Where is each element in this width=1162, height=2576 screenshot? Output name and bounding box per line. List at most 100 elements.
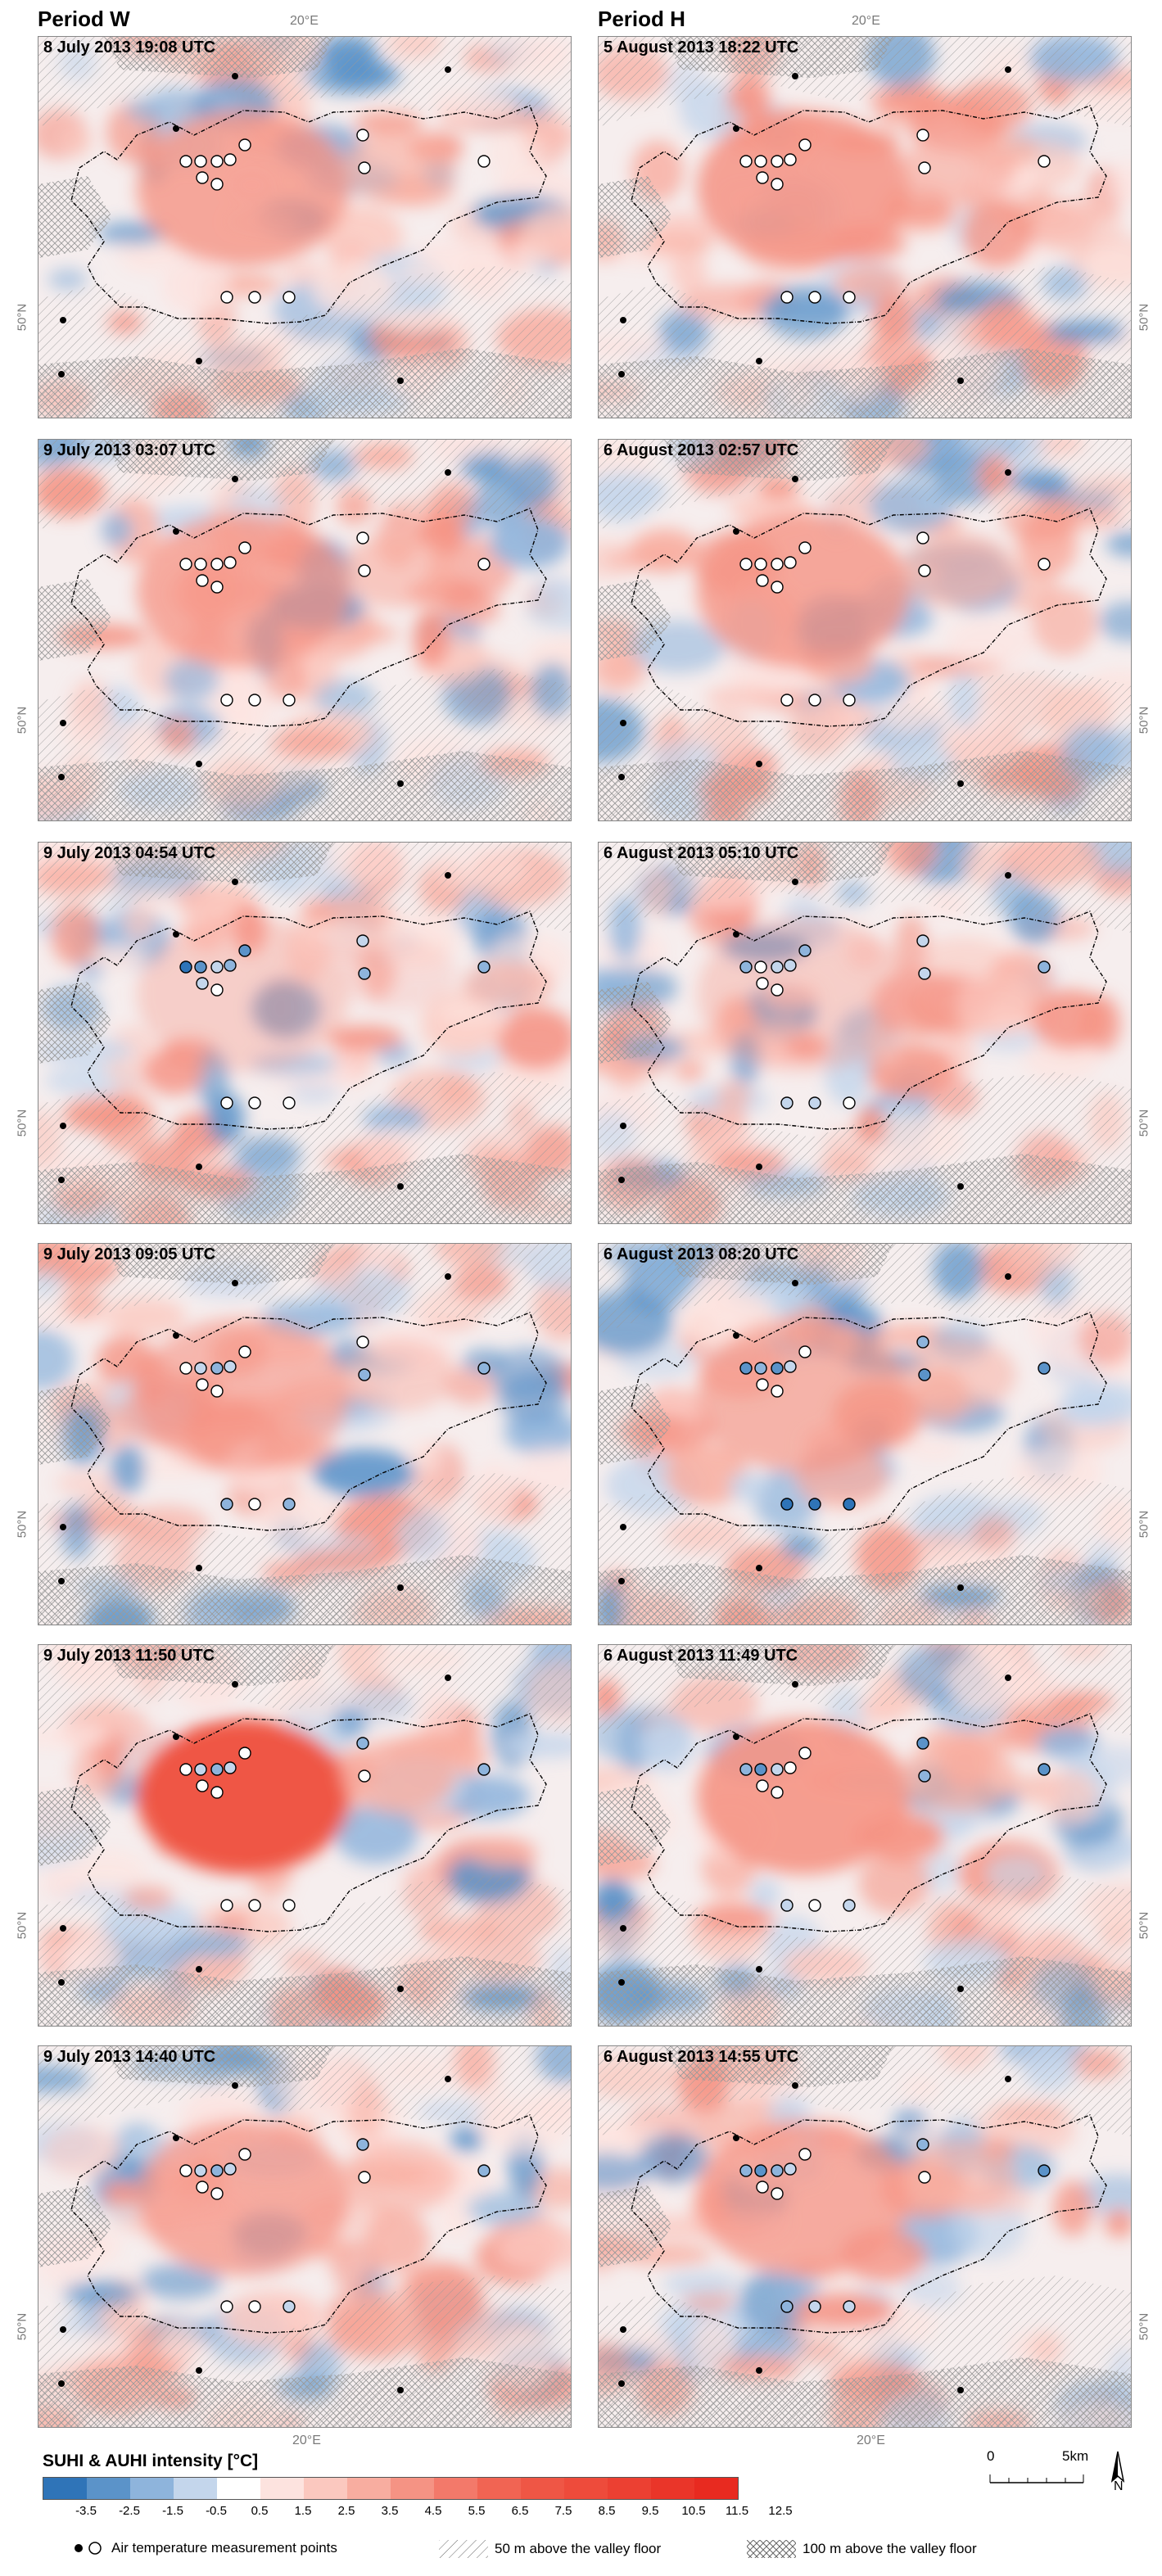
map-panel: 6 August 2013 05:10 UTC [598, 842, 1132, 1224]
latitude-label: 50°N [15, 303, 29, 332]
reference-point [58, 1578, 65, 1584]
longitude-label-bottom-right: 20°E [857, 2434, 885, 2447]
colorbar-bin [694, 2478, 738, 2499]
reference-point [60, 2326, 66, 2333]
measurement-point [1038, 155, 1051, 168]
measurement-point [1038, 558, 1051, 571]
measurement-point [196, 574, 209, 587]
colorbar-bin [564, 2478, 608, 2499]
measurement-point [283, 2300, 296, 2313]
measurement-point [238, 1345, 251, 1358]
measurement-point [220, 291, 233, 304]
latitude-label: 50°N [15, 1510, 29, 1539]
measurement-point [771, 1786, 784, 1799]
measurement-point [358, 2171, 371, 2184]
intensity-map [38, 843, 571, 1223]
reference-point [957, 1986, 964, 1992]
intensity-map [599, 843, 1131, 1223]
north-arrow: N [1107, 2448, 1128, 2497]
reference-point [733, 1733, 739, 1740]
colorbar-tick-label: 3.5 [381, 2504, 399, 2518]
measurement-point [238, 1747, 251, 1760]
reference-point [1005, 1273, 1011, 1280]
colorbar-bin [347, 2478, 391, 2499]
reference-point [792, 476, 798, 482]
reference-point [792, 2082, 798, 2089]
measurement-point [916, 1737, 929, 1750]
measurement-point [784, 556, 797, 569]
measurement-point [918, 1368, 931, 1381]
reference-point [618, 1177, 625, 1183]
reference-point [957, 2387, 964, 2393]
measurement-point [780, 1899, 794, 1912]
reference-point [173, 528, 179, 535]
measurement-point [1038, 2164, 1051, 2177]
reference-point [232, 1280, 238, 1286]
measurement-point [780, 694, 794, 707]
measurement-point [843, 2300, 856, 2313]
reference-point [756, 2367, 762, 2374]
map-panel: 6 August 2013 11:49 UTC [598, 1644, 1132, 2027]
measurement-point [808, 1899, 821, 1912]
colorbar-tick-label: 7.5 [554, 2504, 572, 2518]
reference-point [232, 1681, 238, 1688]
measurement-point [210, 178, 224, 191]
measurement-point [798, 1345, 812, 1358]
map-panel: 5 August 2013 18:22 UTC [598, 36, 1132, 418]
reference-point [196, 1565, 202, 1571]
measurement-point [210, 1385, 224, 1398]
measurement-point [238, 138, 251, 151]
measurement-point [194, 1763, 207, 1776]
measurement-point [784, 2162, 797, 2176]
colorbar-bin [434, 2478, 477, 2499]
reference-point [58, 1979, 65, 1986]
measurement-point [918, 1769, 931, 1783]
legend-points: Air temperature measurement points [72, 2540, 337, 2556]
reference-point [957, 1183, 964, 1190]
scale-bar: 0 5km [987, 2448, 1101, 2497]
colorbar-bin [43, 2478, 87, 2499]
measurement-point [220, 2300, 233, 2313]
measurement-point [843, 1498, 856, 1511]
colorbar-bin [521, 2478, 564, 2499]
reference-point [957, 377, 964, 384]
reference-point [756, 761, 762, 767]
reference-point [445, 1674, 451, 1681]
reference-point [1005, 2076, 1011, 2082]
measurement-point [358, 1769, 371, 1783]
measurement-point [477, 960, 491, 974]
measurement-point [808, 1498, 821, 1511]
measurement-point [358, 564, 371, 577]
reference-point [232, 476, 238, 482]
reference-point [733, 125, 739, 132]
reference-point [58, 2380, 65, 2387]
measurement-point [224, 153, 237, 166]
measurement-point [358, 1368, 371, 1381]
colorbar-tick-label: 6.5 [511, 2504, 529, 2518]
measurement-point [780, 291, 794, 304]
reference-point [1005, 1674, 1011, 1681]
measurement-point [843, 1899, 856, 1912]
legend-title: SUHI & AUHI intensity [°C] [43, 2452, 259, 2470]
measurement-point [179, 960, 192, 974]
colorbar-bin [304, 2478, 347, 2499]
measurement-point [771, 155, 784, 168]
measurement-point [238, 541, 251, 554]
measurement-point [784, 1360, 797, 1373]
scale-end: 5km [1062, 2448, 1089, 2464]
colorbar-bin [130, 2478, 174, 2499]
reference-point [397, 1986, 404, 1992]
measurement-point [210, 1763, 224, 1776]
measurement-point [798, 1747, 812, 1760]
measurement-point [220, 1498, 233, 1511]
colorbar-tick-label: 9.5 [641, 2504, 659, 2518]
reference-point [60, 317, 66, 323]
measurement-point [756, 574, 769, 587]
reference-point [397, 1584, 404, 1591]
panel-label: 9 July 2013 09:05 UTC [43, 1245, 216, 1263]
reference-point [445, 2076, 451, 2082]
reference-point [1005, 66, 1011, 73]
reference-point [620, 1524, 626, 1530]
measurement-point [771, 983, 784, 997]
measurement-point [179, 558, 192, 571]
